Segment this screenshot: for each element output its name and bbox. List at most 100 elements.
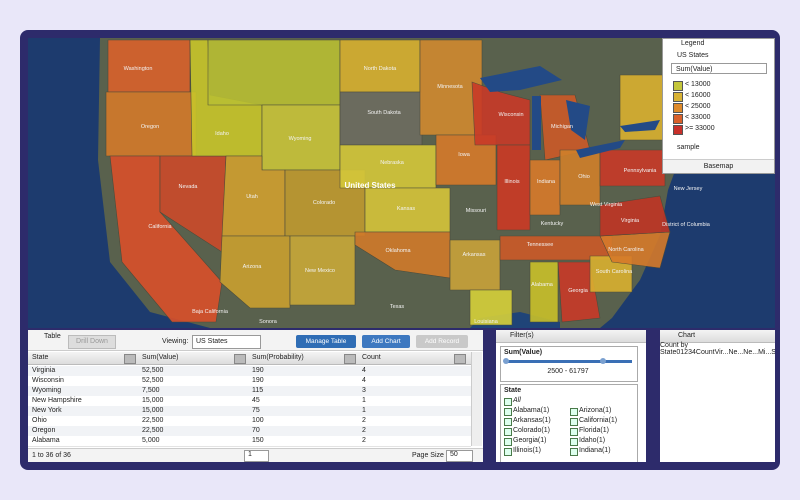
map-label: Ohio [578,174,590,180]
checkbox[interactable] [504,408,512,416]
panel-title: Table [44,333,61,340]
checkbox[interactable] [570,448,578,456]
state-region[interactable] [339,91,423,146]
state-option: Arizona(1) [579,407,612,414]
toolbar-button[interactable]: Manage Table [296,335,356,348]
map-label: Texas [390,304,405,310]
table-cell: 190 [252,367,264,374]
state-region[interactable] [207,39,341,106]
map-label: Wyoming [289,136,312,142]
panel-title: Chart [678,332,696,339]
drill-down-button[interactable]: Drill Down [68,335,116,349]
viewing-label: Viewing: [162,338,189,345]
checkbox[interactable] [570,408,578,416]
state-option: Georgia(1) [513,437,547,444]
table-cell: Wyoming [32,387,62,394]
toolbar-button[interactable]: Add Chart [362,335,410,348]
table-cell: 5,000 [142,437,160,444]
column-header[interactable]: Count [362,354,381,361]
column-filter-icon[interactable] [344,354,356,364]
map-label: Minnesota [437,84,463,90]
table-cell: Virginia [32,367,56,374]
state-region[interactable] [599,149,666,187]
legend-label: >= 33000 [685,125,715,132]
column-header[interactable]: Sum(Probability) [252,354,304,361]
map-label: Virginia [621,218,640,224]
legend-label: < 25000 [685,103,711,110]
table-cell: 52,500 [142,367,164,374]
table-cell: 2 [362,417,366,424]
checkbox[interactable] [504,398,512,406]
state-region[interactable] [289,235,356,306]
state-region[interactable] [449,239,501,291]
chart-panel: Chart Count by State01234CountVir...Ne...… [660,330,775,462]
state-region[interactable] [529,261,559,323]
checkbox[interactable] [504,448,512,456]
table-cell: 4 [362,367,366,374]
table-cell: Alabama [32,437,60,444]
table-row[interactable] [28,436,471,447]
state-option: Idaho(1) [579,437,606,444]
y-axis-label: Count [695,349,715,356]
state-region[interactable] [219,235,291,309]
checkbox[interactable] [504,418,512,426]
state-option: Florida(1) [579,427,609,434]
column-header[interactable]: State [32,354,49,361]
checkbox[interactable] [504,428,512,436]
page-select[interactable]: 1 [244,450,269,462]
state-option: Alabama(1) [513,407,550,414]
state-option: Arkansas(1) [513,417,551,424]
table-cell: 4 [362,377,366,384]
map-label: Wisconsin [498,112,523,118]
state-region[interactable] [599,195,671,237]
map-label: Arizona [243,264,263,270]
state-region[interactable] [354,231,451,279]
map[interactable]: Washington Oregon Idaho North Dakota South D… [28,38,775,328]
state-region[interactable] [529,159,561,216]
slider-handle[interactable] [503,358,509,364]
map-label: Indiana [537,179,556,185]
page-size-select[interactable]: 50 [446,450,473,462]
x-tick-label: Ne... [743,349,759,356]
column-filter-icon[interactable] [234,354,246,364]
y-tick-label: 3 [688,349,692,356]
map-label: California [148,224,172,230]
map-label: Nebraska [380,160,404,166]
map-label: Colorado [313,200,335,206]
map-label: Washington [124,66,153,72]
legend-swatch [673,81,683,91]
checkbox[interactable] [570,418,578,426]
table-cell: 2 [362,437,366,444]
map-label: North Carolina [608,247,644,253]
slider-handle[interactable] [600,358,606,364]
checkbox[interactable] [570,428,578,436]
map-label: Utah [246,194,258,200]
column-header[interactable]: Sum(Value) [142,354,179,361]
table-cell: 70 [252,427,260,434]
panel-title: Filter(s) [510,332,534,339]
toolbar-button: Add Record [416,335,468,348]
map-label: North Dakota [364,66,397,72]
state-option: California(1) [579,417,618,424]
basemap-button[interactable]: Basemap [663,159,774,173]
map-label: Oregon [141,124,159,130]
state-region[interactable] [469,289,513,326]
state-region[interactable] [496,144,531,231]
state-option: Illinois(1) [513,447,542,454]
state-option: Colorado(1) [513,427,550,434]
checkbox[interactable] [504,438,512,446]
field-select[interactable]: Sum(Value) [671,63,767,74]
table-cell: 1 [362,407,366,414]
viewing-select[interactable]: US States [192,335,261,349]
table-cell: 150 [252,437,264,444]
map-label: South Carolina [596,269,633,275]
lake [566,100,590,140]
column-filter-icon[interactable] [454,354,466,364]
map-label: Kansas [397,206,416,212]
checkbox[interactable] [570,438,578,446]
state-region[interactable] [557,261,601,323]
column-filter-icon[interactable] [124,354,136,364]
y-tick-label: 4 [691,349,696,356]
map-label: Oklahoma [385,248,411,254]
map-label: District of Columbia [662,222,711,228]
